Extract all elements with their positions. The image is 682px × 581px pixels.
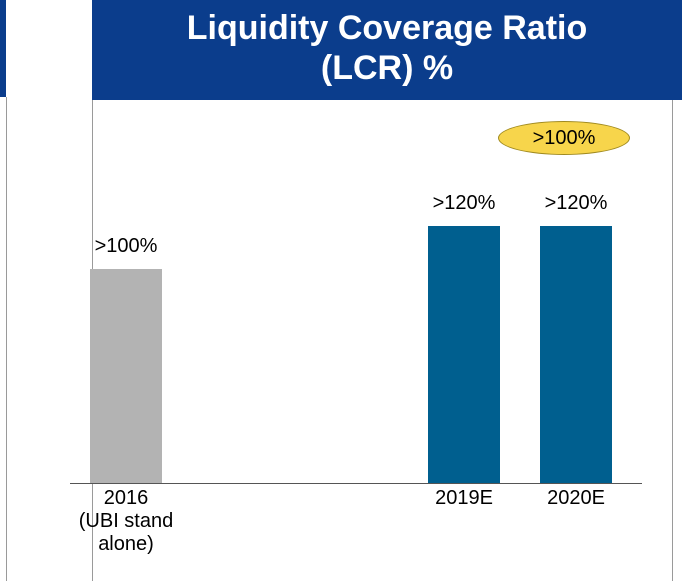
value-label: >100% xyxy=(94,234,158,257)
panel-border xyxy=(672,100,673,581)
value-label: >120% xyxy=(544,192,608,214)
annotation: >100% xyxy=(498,121,630,155)
title-text: Liquidity Coverage Ratio (LCR) % xyxy=(186,9,588,87)
chart-title: Liquidity Coverage Ratio (LCR) % xyxy=(92,8,682,88)
side-strip xyxy=(0,0,6,97)
bar xyxy=(540,226,612,483)
x-tick-label: 2019E xyxy=(435,487,493,509)
x-tick-label: 2020E xyxy=(547,487,605,509)
x-tick-label: 2016 (UBI stand alone) xyxy=(78,487,174,555)
baseline xyxy=(70,483,642,484)
value-label: >120% xyxy=(432,192,496,214)
divider xyxy=(6,97,7,581)
bar xyxy=(428,226,500,483)
bar xyxy=(90,268,162,483)
header xyxy=(92,0,682,100)
